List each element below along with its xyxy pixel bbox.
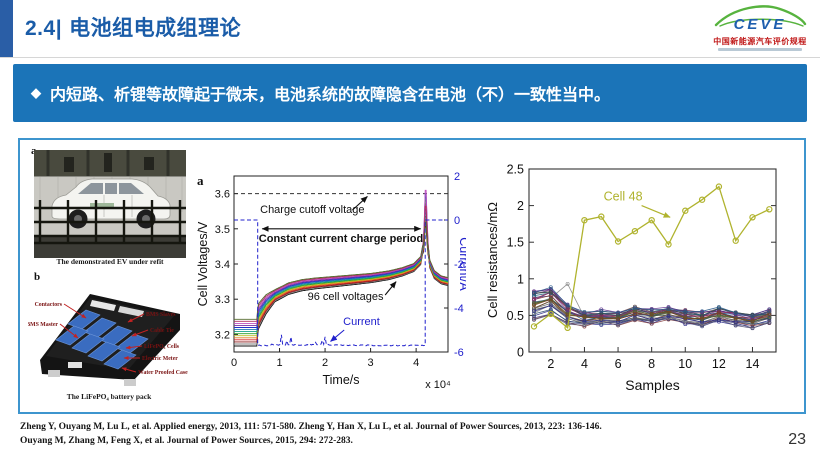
svg-text:LiFePO₄ Cells: LiFePO₄ Cells	[144, 344, 180, 350]
figure-a-label: a	[31, 145, 37, 157]
content-frame: a	[18, 138, 806, 414]
svg-text:4: 4	[581, 357, 588, 371]
svg-text:2: 2	[322, 357, 328, 369]
svg-text:3: 3	[368, 357, 374, 369]
svg-text:2: 2	[547, 357, 554, 371]
svg-text:Cell resistances/mΩ: Cell resistances/mΩ	[485, 202, 500, 318]
section-number: 2.4|	[25, 17, 63, 40]
svg-text:0: 0	[517, 346, 524, 360]
svg-text:Samples: Samples	[625, 377, 679, 393]
svg-text:BMS Master: BMS Master	[28, 322, 58, 328]
svg-text:6: 6	[615, 357, 622, 371]
svg-text:3.3: 3.3	[215, 294, 230, 306]
svg-text:Charge cutoff voltage: Charge cutoff voltage	[260, 204, 364, 216]
header-divider	[0, 57, 820, 58]
title-text: 电池组电成组理论	[69, 17, 242, 40]
logo-tagline-line	[718, 48, 802, 51]
svg-text:4: 4	[413, 357, 419, 369]
reference-line: Zheng Y, Ouyang M, Lu L, et al. Applied …	[20, 422, 602, 432]
figure-a-caption: The demonstrated EV under refit	[56, 257, 164, 266]
svg-text:0.5: 0.5	[507, 309, 524, 323]
svg-text:14: 14	[746, 357, 760, 371]
battery-pack-figure: Contactors BMS Master BMS Slaves Cable Tie L…	[28, 294, 188, 386]
svg-text:Cable Tie: Cable Tie	[150, 328, 174, 334]
svg-text:-4: -4	[454, 303, 464, 315]
svg-text:8: 8	[648, 357, 655, 371]
svg-text:3.5: 3.5	[215, 224, 230, 236]
svg-text:10: 10	[678, 357, 692, 371]
figure-b-label: b	[34, 271, 41, 283]
svg-text:Electric Meter: Electric Meter	[142, 356, 178, 362]
svg-text:a: a	[197, 173, 204, 188]
logo-brand: CEVE	[734, 16, 787, 32]
svg-text:3.4: 3.4	[215, 259, 230, 271]
svg-text:-2: -2	[454, 259, 464, 271]
svg-text:Water Proofed Case: Water Proofed Case	[138, 370, 188, 376]
svg-text:0: 0	[454, 215, 460, 227]
logo-subtitle-cn: 中国新能源汽车评价规程	[713, 37, 807, 46]
svg-text:12: 12	[712, 357, 726, 371]
figure-b-caption: The LiFePO₄ battery pack	[66, 392, 152, 401]
header-accent-bar	[0, 0, 13, 58]
car-outline-icon: CEVE	[714, 5, 807, 33]
svg-text:Current: Current	[343, 316, 380, 328]
svg-text:3.2: 3.2	[215, 329, 230, 341]
diamond-bullet-icon: ◆	[31, 85, 41, 100]
svg-text:3.6: 3.6	[215, 189, 230, 201]
svg-text:Cell Voltages/V: Cell Voltages/V	[196, 221, 210, 306]
svg-text:1: 1	[517, 272, 524, 286]
svg-text:2: 2	[517, 199, 524, 213]
banner-text: 内短路、析锂等故障起于微末，电池系统的故障隐含在电池（不）一致性当中。	[50, 87, 611, 104]
svg-text:1: 1	[276, 357, 282, 369]
svg-text:Constant current charge period: Constant current charge period	[259, 233, 423, 245]
svg-text:Current/A: Current/A	[457, 237, 466, 291]
svg-text:0: 0	[231, 357, 237, 369]
svg-text:BMS Slaves: BMS Slaves	[146, 312, 176, 318]
reference-line: Ouyang M, Zhang M, Feng X, et al. Journa…	[20, 436, 353, 446]
page-number: 23	[788, 431, 806, 448]
svg-text:Time/s: Time/s	[322, 373, 359, 387]
ev-photo-figure	[34, 150, 186, 258]
key-point-banner: ◆ 内短路、析锂等故障起于微末，电池系统的故障隐含在电池（不）一致性当中。	[13, 64, 807, 122]
svg-text:-6: -6	[454, 347, 464, 359]
page-title: 2.4| 电池组电成组理论	[25, 0, 241, 58]
svg-text:x 10⁴: x 10⁴	[425, 379, 451, 390]
svg-text:1.5: 1.5	[507, 236, 524, 250]
svg-text:2.5: 2.5	[507, 163, 524, 177]
ceve-logo: CEVE 中国新能源汽车评价规程	[708, 2, 812, 51]
svg-text:Cell 48: Cell 48	[604, 189, 643, 203]
voltage-current-chart: a 0 1 2 3 4 3.2 3.3 3.4 3.5 3.6 2 0 -2 -4 -6 Cell Voltag…	[196, 171, 466, 390]
svg-text:Contactors: Contactors	[35, 302, 63, 308]
svg-text:2: 2	[454, 171, 460, 183]
references: Zheng Y, Ouyang M, Lu L, et al. Applied …	[20, 420, 602, 448]
resistance-chart: 2 4 6 8 10 12 14 0 0.5 1 1.5 2 2.5 Cell resistances/m…	[485, 163, 777, 393]
svg-text:96 cell voltages: 96 cell voltages	[308, 291, 384, 303]
